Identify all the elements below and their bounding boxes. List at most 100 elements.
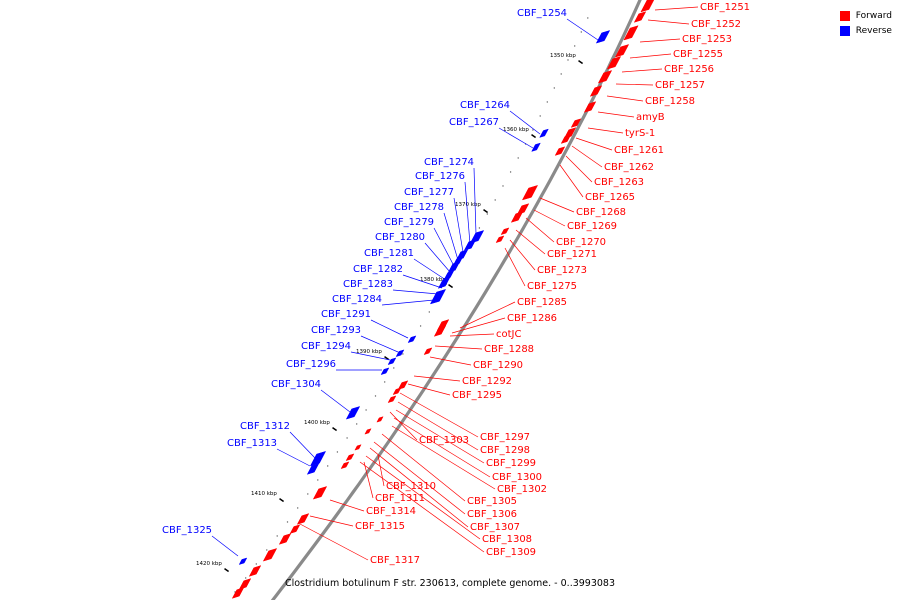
forward-leader-line — [571, 145, 603, 168]
kbp-tick-label: 1420 kbp — [196, 561, 222, 567]
forward-gene — [433, 325, 447, 337]
forward-gene-label: CBF_1253 — [682, 34, 732, 45]
tick-dot — [553, 87, 555, 89]
forward-leader-line — [429, 356, 472, 366]
forward-gene-label: CBF_1269 — [567, 221, 617, 232]
legend-reverse: Reverse — [839, 23, 892, 38]
forward-gene-label: CBF_1271 — [547, 249, 597, 260]
forward-leader-line — [413, 375, 461, 382]
kbp-tick-label: 1410 kbp — [251, 491, 277, 497]
forward-gene-label: CBF_1299 — [486, 458, 536, 469]
reverse-leader-line — [424, 242, 451, 273]
tick-dot — [365, 409, 367, 411]
tick-dot — [384, 381, 386, 383]
reverse-gene-label: CBF_1325 — [162, 525, 212, 536]
reverse-gene-label: CBF_1294 — [301, 341, 351, 352]
forward-leader-line — [397, 401, 479, 451]
forward-leader-line — [533, 209, 566, 227]
forward-gene-label: CBF_1290 — [473, 360, 523, 371]
forward-gene — [510, 211, 524, 223]
forward-gene — [340, 461, 350, 470]
tick-dot — [336, 451, 339, 453]
forward-gene — [376, 416, 384, 423]
reverse-leader-line — [211, 535, 239, 557]
tick-dot — [419, 325, 422, 327]
reverse-gene-label: CBF_1312 — [240, 421, 290, 432]
forward-gene-label: CBF_1258 — [645, 96, 695, 107]
forward-gene — [500, 227, 510, 236]
forward-gene — [364, 428, 372, 435]
tick-dot — [546, 101, 548, 103]
tick-dot — [276, 535, 278, 537]
forward-gene-label: CBF_1317 — [370, 555, 420, 566]
tick-dot — [574, 45, 576, 47]
reverse-gene-label: CBF_1254 — [517, 8, 567, 19]
forward-leader-line — [647, 19, 690, 25]
reverse-gene — [429, 288, 447, 305]
reverse-gene-label: CBF_1264 — [460, 100, 510, 111]
reverse-gene-label: CBF_1281 — [364, 248, 414, 259]
forward-leader-line — [515, 229, 546, 255]
forward-leader-line — [389, 411, 418, 441]
forward-leader-line — [575, 137, 613, 151]
legend-forward-label: Forward — [855, 10, 892, 21]
forward-leader-line — [363, 461, 374, 499]
kbp-tick-label: 1380 kbp — [420, 277, 446, 283]
reverse-gene — [531, 142, 541, 152]
forward-gene — [516, 203, 530, 215]
forward-gene — [278, 533, 292, 545]
forward-gene-label: CBF_1315 — [355, 521, 405, 532]
reverse-gene-label: CBF_1278 — [394, 202, 444, 213]
forward-gene-label: CBF_1285 — [517, 297, 567, 308]
forward-leader-line — [365, 455, 481, 540]
reverse-gene — [463, 239, 477, 251]
forward-gene-label: CBF_1256 — [664, 64, 714, 75]
forward-leader-line — [559, 164, 584, 198]
forward-leader-line — [329, 499, 365, 512]
reverse-gene — [306, 463, 320, 475]
forward-leader-line — [621, 68, 663, 73]
tick-dot — [245, 577, 247, 579]
axis-halo — [269, 0, 644, 600]
forward-gene — [521, 184, 539, 201]
reverse-gene-label: CBF_1283 — [343, 279, 393, 290]
forward-leader-line — [381, 433, 466, 502]
forward-gene — [248, 565, 262, 577]
forward-gene-label: CBF_1268 — [576, 207, 626, 218]
reverse-gene-label: CBF_1274 — [424, 157, 474, 168]
forward-gene — [238, 578, 252, 590]
forward-leader-line — [359, 461, 485, 553]
reverse-leader-line — [350, 351, 391, 361]
forward-leader-line — [615, 83, 654, 86]
tick-dot — [587, 17, 589, 19]
forward-gene — [289, 524, 301, 534]
forward-gene-label: CBF_1262 — [604, 162, 654, 173]
forward-gene-label: CBF_1314 — [366, 506, 416, 517]
reverse-leader-line — [381, 299, 435, 306]
forward-gene — [231, 587, 245, 599]
kbp-tick-mark — [332, 427, 338, 432]
reverse-leader-line — [360, 335, 399, 353]
kbp-tick-mark — [384, 356, 390, 361]
forward-leader-line — [449, 333, 495, 337]
forward-gene — [606, 56, 622, 70]
reverse-leader-line — [453, 197, 464, 253]
tick-dot — [517, 157, 519, 159]
reverse-gene — [437, 277, 451, 289]
reverse-leader-line — [443, 212, 459, 261]
reverse-leader-line — [402, 274, 443, 289]
forward-gene-label: cotJC — [496, 329, 521, 340]
reverse-gene-label: CBF_1291 — [321, 309, 371, 320]
forward-leader-line — [629, 53, 672, 59]
reverse-gene — [443, 270, 455, 280]
tick-dot — [255, 563, 257, 565]
forward-leader-line — [395, 409, 485, 464]
reverse-gene — [595, 30, 611, 44]
forward-leader-line — [565, 155, 593, 183]
kbp-tick-label: 1360 kbp — [503, 127, 529, 133]
forward-gene-label: CBF_1251 — [700, 2, 750, 13]
tick-dot — [393, 367, 395, 369]
reverse-gene — [447, 261, 461, 273]
forward-leader-line — [606, 95, 644, 102]
forward-gene-label: CBF_1270 — [556, 237, 606, 248]
